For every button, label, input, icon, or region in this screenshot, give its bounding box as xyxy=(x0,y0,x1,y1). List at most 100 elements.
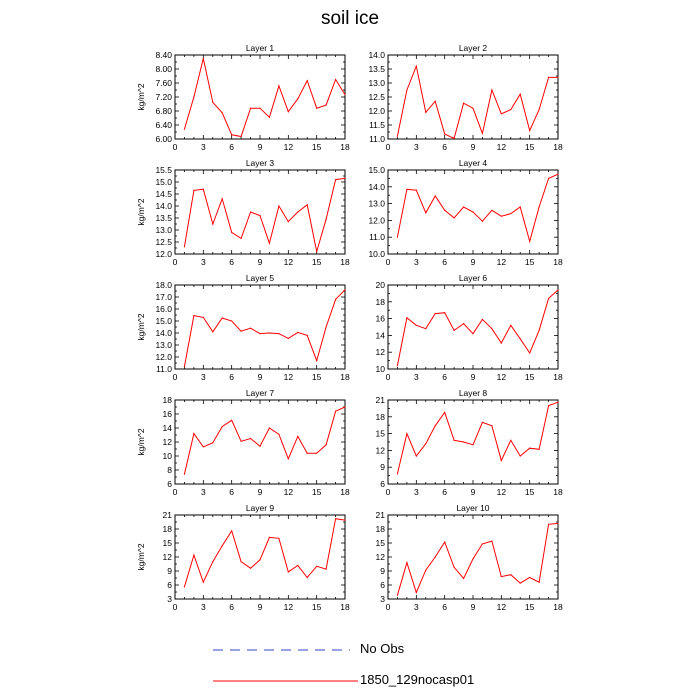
x-tick-label: 3 xyxy=(414,487,419,497)
x-tick-label: 18 xyxy=(340,142,350,152)
data-point xyxy=(306,79,308,82)
panel-title: Layer 7 xyxy=(246,388,275,398)
data-point xyxy=(481,543,484,545)
y-tick-label: 13.0 xyxy=(368,199,385,209)
data-point xyxy=(297,98,299,100)
x-tick-label: 3 xyxy=(201,142,206,152)
panel-title: Layer 10 xyxy=(456,503,489,513)
data-point xyxy=(557,289,559,291)
data-point xyxy=(231,134,233,136)
y-tick-label: 16.0 xyxy=(155,304,172,314)
data-point xyxy=(425,443,427,445)
data-point xyxy=(268,536,271,539)
y-tick-label: 7.60 xyxy=(155,78,172,88)
data-point xyxy=(316,251,318,253)
data-point xyxy=(529,447,531,449)
data-point xyxy=(510,574,512,576)
x-tick-label: 0 xyxy=(386,602,391,612)
x-tick-label: 15 xyxy=(525,602,535,612)
data-point xyxy=(434,100,436,102)
x-tick-label: 15 xyxy=(312,257,322,267)
data-point xyxy=(462,441,465,443)
data-point xyxy=(221,198,223,200)
x-tick-label: 3 xyxy=(201,372,206,382)
panel-layer-4: Layer 4 0 3 6 9 12 15 18 10.0 11.0 12.0 13.0 14.0 15.… xyxy=(368,158,563,267)
y-tick-label: 11.0 xyxy=(369,134,385,144)
panel-title: Layer 9 xyxy=(246,503,275,513)
data-point xyxy=(278,537,280,539)
y-tick-label: 3 xyxy=(167,594,172,604)
panel-title: Layer 6 xyxy=(459,273,488,283)
y-axis-label: kg/m^2 xyxy=(136,198,146,225)
data-point xyxy=(425,569,427,571)
data-point xyxy=(500,113,502,115)
data-point xyxy=(510,324,512,326)
y-tick-label: 21 xyxy=(163,510,173,520)
data-point xyxy=(240,237,242,239)
x-tick-label: 15 xyxy=(312,142,322,152)
y-tick-label: 6.80 xyxy=(155,106,172,116)
y-tick-label: 12 xyxy=(376,347,386,357)
y-tick-label: 12 xyxy=(163,437,173,447)
data-point xyxy=(193,554,195,556)
data-point xyxy=(510,213,512,215)
data-point xyxy=(193,315,195,317)
plot-frame xyxy=(174,514,346,600)
panel-layer-8: Layer 8 0 3 6 9 12 15 18 6 9 12 15 18 21 xyxy=(376,388,563,497)
data-point xyxy=(500,576,502,578)
data-point xyxy=(325,104,327,106)
x-tick-label: 3 xyxy=(414,372,419,382)
x-tick-label: 9 xyxy=(471,602,476,612)
data-point xyxy=(510,109,512,111)
series-line xyxy=(396,173,559,244)
plot-frame xyxy=(387,514,559,600)
x-tick-label: 9 xyxy=(471,257,476,267)
y-tick-label: 15.0 xyxy=(155,316,172,326)
y-tick-label: 8.00 xyxy=(155,64,172,74)
data-point xyxy=(453,566,455,568)
plot-frame xyxy=(387,54,559,140)
x-tick-label: 12 xyxy=(284,602,294,612)
data-point xyxy=(415,189,417,191)
y-axis-label: kg/m^2 xyxy=(136,543,146,570)
data-point xyxy=(268,242,271,244)
x-tick-label: 15 xyxy=(525,142,535,152)
y-tick-label: 10.0 xyxy=(368,249,385,259)
x-tick-label: 9 xyxy=(258,372,263,382)
data-point xyxy=(287,221,289,223)
x-tick-label: 12 xyxy=(284,487,294,497)
y-tick-label: 9 xyxy=(380,566,385,576)
y-tick-label: 18 xyxy=(376,412,386,422)
x-tick-label: 3 xyxy=(414,602,419,612)
data-point xyxy=(547,523,550,525)
data-point xyxy=(212,561,214,563)
data-point xyxy=(183,366,186,368)
data-point xyxy=(406,433,408,435)
series-line xyxy=(183,58,346,138)
data-point xyxy=(472,558,474,560)
x-tick-label: 3 xyxy=(201,487,206,497)
data-point xyxy=(306,452,308,454)
data-point xyxy=(491,89,493,91)
y-tick-label: 13.0 xyxy=(368,78,385,88)
data-point xyxy=(231,419,233,421)
y-tick-label: 6.40 xyxy=(155,120,172,130)
data-point xyxy=(396,473,399,475)
data-point xyxy=(306,334,308,336)
x-tick-label: 9 xyxy=(258,602,263,612)
y-axis-label: kg/m^2 xyxy=(136,83,146,110)
data-point xyxy=(202,188,204,190)
data-point xyxy=(297,211,299,213)
x-tick-label: 6 xyxy=(229,257,234,267)
y-tick-label: 12.5 xyxy=(155,237,172,247)
data-point xyxy=(334,298,337,300)
data-point xyxy=(462,577,465,580)
y-tick-label: 6 xyxy=(167,479,172,489)
x-tick-label: 0 xyxy=(386,142,391,152)
y-tick-label: 6 xyxy=(380,479,385,489)
x-tick-label: 9 xyxy=(471,487,476,497)
data-point xyxy=(557,173,559,175)
x-tick-label: 3 xyxy=(201,602,206,612)
x-tick-label: 18 xyxy=(553,257,563,267)
